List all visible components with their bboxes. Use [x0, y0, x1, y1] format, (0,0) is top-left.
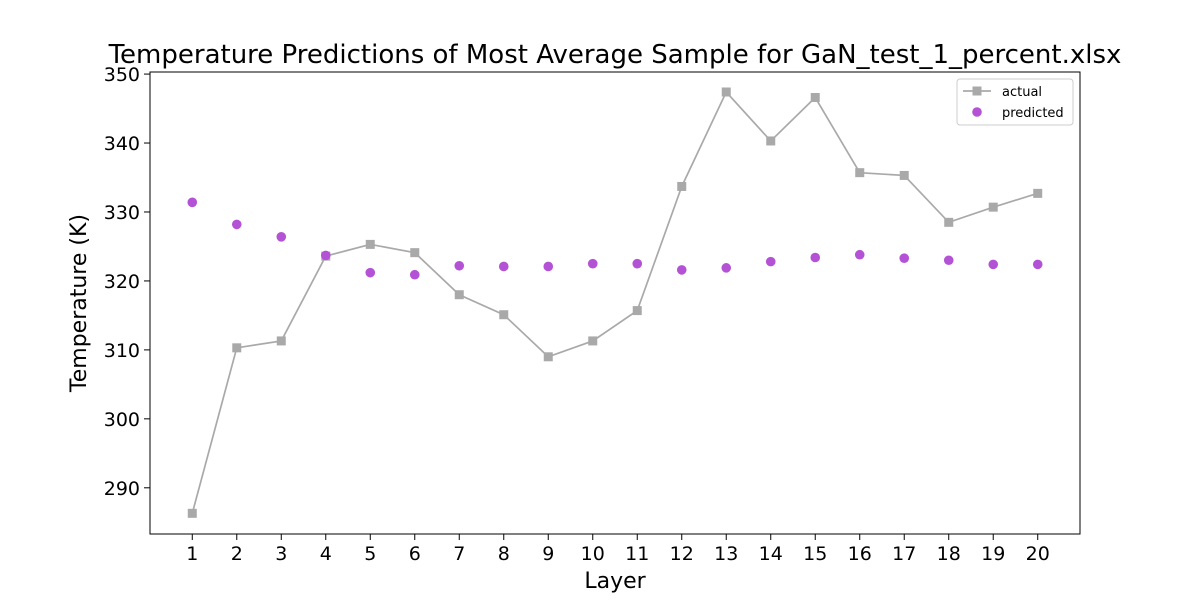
y-tick-label: 340: [104, 133, 140, 155]
x-tick-label: 11: [625, 543, 649, 565]
x-tick-label: 5: [364, 543, 376, 565]
predicted-point: [765, 256, 776, 267]
actual-point: [410, 248, 420, 258]
y-tick-label: 350: [104, 64, 140, 86]
x-tick-label: 14: [759, 543, 783, 565]
x-tick-label: 15: [803, 543, 827, 565]
plot-area: [149, 71, 1081, 535]
actual-point: [944, 217, 954, 227]
predicted-point: [1032, 259, 1043, 270]
predicted-point: [276, 232, 287, 242]
y-tick-label: 330: [104, 202, 140, 224]
predicted-point: [587, 258, 598, 269]
x-tick-label: 3: [275, 543, 287, 565]
x-tick-label: 4: [320, 543, 332, 565]
y-axis-label: Temperature (K): [67, 214, 92, 393]
predicted-point: [899, 253, 910, 263]
actual-point: [588, 336, 598, 346]
actual-point: [187, 508, 197, 518]
predicted-point: [187, 197, 198, 208]
legend-actual-marker: [972, 86, 982, 96]
predicted-point: [810, 252, 821, 263]
x-tick-label: 8: [498, 543, 510, 565]
x-tick-label: 2: [231, 543, 243, 565]
predicted-point: [632, 258, 643, 269]
x-tick-label: 6: [409, 543, 421, 565]
y-tick-label: 300: [104, 409, 140, 431]
actual-point: [454, 290, 464, 300]
y-tick-label: 290: [104, 478, 140, 500]
x-tick-label: 20: [1026, 543, 1050, 565]
y-axis: 290 300 310 320 330 340 350: [104, 64, 150, 500]
actual-point: [810, 93, 820, 103]
predicted-point: [320, 250, 331, 261]
x-axis-label: Layer: [584, 569, 646, 594]
predicted-point: [943, 255, 954, 266]
series-actual-line: [191, 90, 1038, 514]
actual-point: [543, 352, 553, 362]
predicted-point: [988, 259, 999, 270]
x-tick-label: 16: [848, 543, 872, 565]
x-axis: 1 2 3 4 5 6 7 8 9 10 11 12 13 14 15 16 17 18 19 20: [186, 534, 1050, 565]
actual-point: [766, 136, 776, 146]
predicted-point: [454, 260, 465, 271]
x-tick-label: 9: [542, 543, 554, 565]
predicted-point: [409, 269, 420, 280]
actual-point: [899, 170, 909, 180]
chart-title: Temperature Predictions of Most Average …: [108, 40, 1122, 70]
x-tick-label: 7: [453, 543, 465, 565]
predicted-point: [498, 261, 509, 272]
predicted-point: [721, 263, 732, 273]
x-tick-label: 19: [981, 543, 1005, 565]
x-tick-label: 18: [937, 543, 961, 565]
actual-point: [276, 336, 286, 346]
legend: actual predicted: [956, 78, 1074, 126]
y-tick-label: 320: [104, 271, 140, 293]
legend-predicted-label: predicted: [1002, 106, 1064, 121]
actual-point: [855, 168, 865, 178]
legend-predicted-marker: [972, 107, 982, 117]
actual-point: [677, 181, 687, 191]
x-tick-label: 10: [581, 543, 605, 565]
x-tick-label: 17: [892, 543, 916, 565]
predicted-point: [231, 219, 242, 230]
y-tick-label: 310: [104, 340, 140, 362]
predicted-point: [676, 265, 687, 275]
series-layer: [187, 87, 1043, 518]
actual-point: [632, 306, 642, 316]
actual-point: [988, 202, 998, 212]
predicted-point: [365, 267, 376, 278]
x-tick-label: 1: [186, 543, 198, 565]
actual-point: [499, 310, 509, 320]
x-tick-label: 12: [670, 543, 694, 565]
actual-point: [232, 343, 242, 353]
actual-point: [1033, 188, 1043, 198]
legend-actual-label: actual: [1002, 85, 1042, 100]
predicted-point: [854, 249, 865, 260]
actual-point: [721, 87, 731, 97]
actual-point: [365, 239, 375, 249]
predicted-point: [543, 261, 554, 272]
x-tick-label: 13: [714, 543, 738, 565]
